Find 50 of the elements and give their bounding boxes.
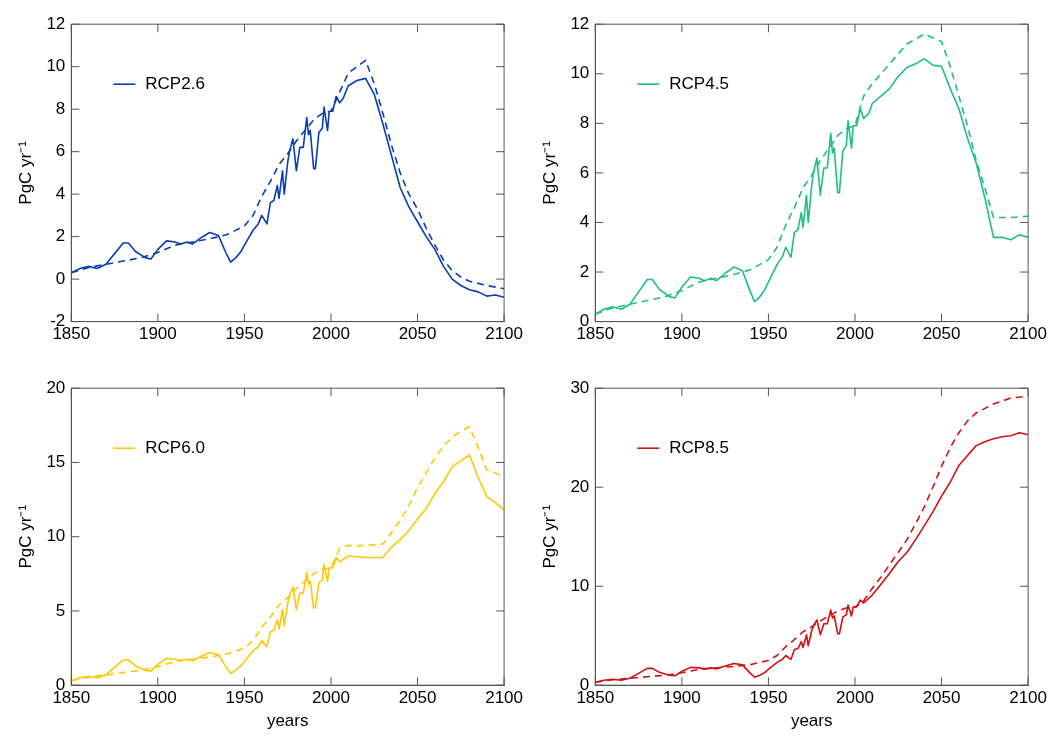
- legend-label: RCP6.0: [145, 437, 205, 457]
- x-tick-label: 2100: [1009, 324, 1047, 344]
- x-tick-label: 1950: [225, 688, 264, 708]
- x-tick-label: 1950: [749, 688, 788, 708]
- x-tick-label: 2100: [1009, 688, 1047, 708]
- x-tick-label: 1900: [138, 324, 177, 344]
- y-tick-label: 0: [55, 268, 66, 288]
- x-tick-label: 2100: [485, 688, 523, 708]
- x-tick-label: 1950: [749, 324, 788, 344]
- y-tick-label: 8: [579, 113, 590, 133]
- x-tick-label: 2000: [836, 324, 874, 344]
- y-tick-label: 20: [46, 377, 66, 397]
- x-tick-label: 2000: [312, 688, 350, 708]
- x-tick-label: 2050: [398, 324, 437, 344]
- x-tick-label: 1950: [225, 324, 264, 344]
- y-tick-label: 6: [579, 162, 590, 182]
- x-tick-label: 2050: [398, 688, 437, 708]
- legend-label: RCP8.5: [669, 437, 729, 457]
- y-tick-label: 4: [579, 212, 590, 232]
- x-axis-title: years: [266, 711, 309, 731]
- y-tick-label: 20: [570, 476, 590, 496]
- legend-label: RCP4.5: [669, 73, 729, 93]
- x-tick-label: 1900: [662, 324, 701, 344]
- y-tick-label: 8: [55, 98, 66, 118]
- y-axis-title: PgC yr⁻¹: [15, 140, 35, 205]
- y-tick-label: 15: [46, 452, 66, 472]
- y-tick-label: 5: [55, 600, 66, 620]
- y-tick-label: 12: [46, 13, 66, 33]
- x-tick-label: 2050: [922, 688, 961, 708]
- y-tick-label: 30: [570, 377, 590, 397]
- x-axis-title: years: [790, 711, 833, 731]
- y-tick-label: 2: [55, 226, 66, 246]
- y-tick-label: 10: [46, 526, 66, 546]
- y-tick-label: 2: [579, 261, 590, 281]
- y-axis-title: PgC yr⁻¹: [539, 140, 559, 205]
- x-tick-label: 1900: [138, 688, 177, 708]
- y-tick-label: 10: [570, 575, 590, 595]
- y-axis-title: PgC yr⁻¹: [15, 504, 35, 569]
- y-tick-label: 6: [55, 141, 66, 161]
- legend-label: RCP2.6: [145, 73, 205, 93]
- x-tick-label: 2100: [485, 324, 523, 344]
- x-tick-label: 2050: [922, 324, 961, 344]
- y-axis-title: PgC yr⁻¹: [539, 504, 559, 569]
- x-tick-label: 2000: [312, 324, 350, 344]
- y-tick-label: 10: [46, 56, 66, 76]
- y-tick-label: 10: [570, 63, 590, 83]
- y-tick-label: 4: [55, 183, 66, 203]
- y-tick-label: 12: [570, 13, 590, 33]
- x-tick-label: 2000: [836, 688, 874, 708]
- x-tick-label: 1900: [662, 688, 701, 708]
